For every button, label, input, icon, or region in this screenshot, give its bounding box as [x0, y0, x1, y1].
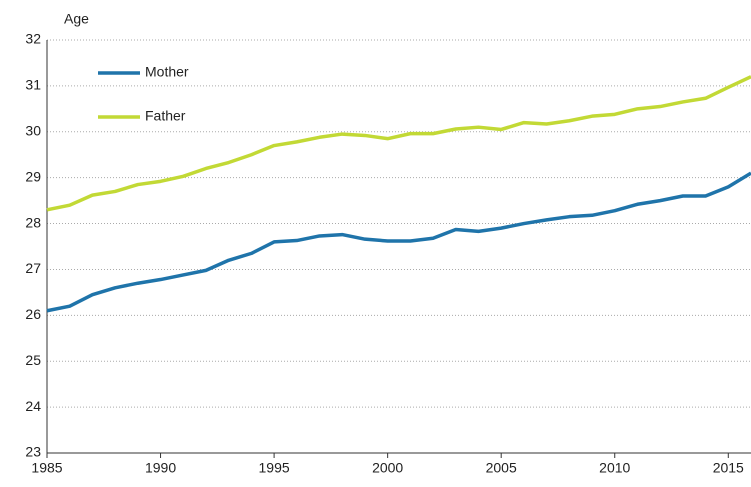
line: [46, 171, 751, 313]
y-tick-label: 26: [25, 306, 41, 322]
y-tick-label: 23: [25, 444, 41, 460]
y-axis-label: Age: [64, 11, 89, 27]
x-tick-label: 2005: [486, 460, 517, 476]
x-tick-label: 2010: [599, 460, 630, 476]
x-tick-label: 2000: [372, 460, 403, 476]
y-tick-label: 30: [25, 122, 41, 138]
y-tick-label: 24: [25, 398, 41, 414]
y-tick-label: 32: [25, 31, 41, 47]
x-tick-label: 1985: [31, 460, 62, 476]
y-tick-label: 27: [25, 260, 41, 276]
y-tick-label: 31: [25, 77, 41, 93]
legend-label: Mother: [145, 64, 189, 80]
line: [46, 75, 751, 212]
y-tick-label: 28: [25, 214, 41, 230]
y-tick-label: 29: [25, 168, 41, 184]
x-tick-label: 1995: [259, 460, 290, 476]
x-tick-label: 2015: [713, 460, 744, 476]
x-tick-label: 1990: [145, 460, 176, 476]
y-tick-label: 25: [25, 352, 41, 368]
legend-label: Father: [145, 108, 186, 124]
